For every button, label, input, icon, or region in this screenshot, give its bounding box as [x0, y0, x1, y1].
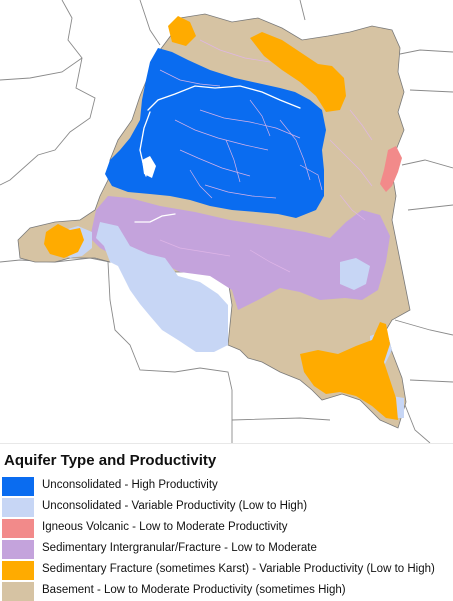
igneous-volcanic-region	[380, 146, 402, 192]
legend-label: Unconsolidated - High Productivity	[42, 479, 218, 491]
legend-swatch	[2, 519, 34, 538]
legend-item-unconsolidated-high: Unconsolidated - High Productivity	[2, 477, 452, 496]
sedimentary-fracture-region-north	[168, 16, 196, 46]
sedimentary-fracture-region-northeast	[250, 32, 346, 112]
unconsolidated-variable-region-sw	[96, 222, 228, 352]
legend-swatch	[2, 540, 34, 559]
legend-item-sedimentary-fracture: Sedimentary Fracture (sometimes Karst) -…	[2, 561, 452, 580]
legend-label: Igneous Volcanic - Low to Moderate Produ…	[42, 521, 288, 533]
legend-swatch	[2, 582, 34, 601]
legend-label: Basement - Low to Moderate Productivity …	[42, 584, 346, 596]
unconsolidated-variable-region-se	[340, 258, 404, 418]
map-legend: Aquifer Type and Productivity Unconsolid…	[0, 443, 453, 601]
sedimentary-fracture-region-katanga	[300, 322, 398, 420]
legend-swatch	[2, 561, 34, 580]
unconsolidated-high-region	[105, 48, 326, 218]
legend-swatch	[2, 477, 34, 496]
main-rivers	[134, 85, 301, 223]
lake-mai-ndombe	[142, 156, 156, 178]
aquifer-map	[0, 0, 453, 443]
legend-label: Sedimentary Fracture (sometimes Karst) -…	[42, 563, 435, 575]
sedimentary-intergranular-region	[90, 196, 390, 310]
legend-item-sedimentary-intergranular: Sedimentary Intergranular/Fracture - Low…	[2, 540, 452, 559]
legend-item-unconsolidated-variable: Unconsolidated - Variable Productivity (…	[2, 498, 452, 517]
legend-swatch	[2, 498, 34, 517]
sedimentary-fracture-region-west	[44, 224, 84, 258]
neighbour-borders	[0, 0, 453, 443]
tributaries	[159, 39, 373, 273]
legend-item-basement: Basement - Low to Moderate Productivity …	[2, 582, 452, 601]
legend-label: Unconsolidated - Variable Productivity (…	[42, 500, 308, 512]
legend-label: Sedimentary Intergranular/Fracture - Low…	[42, 542, 317, 554]
legend-item-igneous-volcanic: Igneous Volcanic - Low to Moderate Produ…	[2, 519, 452, 538]
legend-title: Aquifer Type and Productivity	[4, 452, 217, 469]
